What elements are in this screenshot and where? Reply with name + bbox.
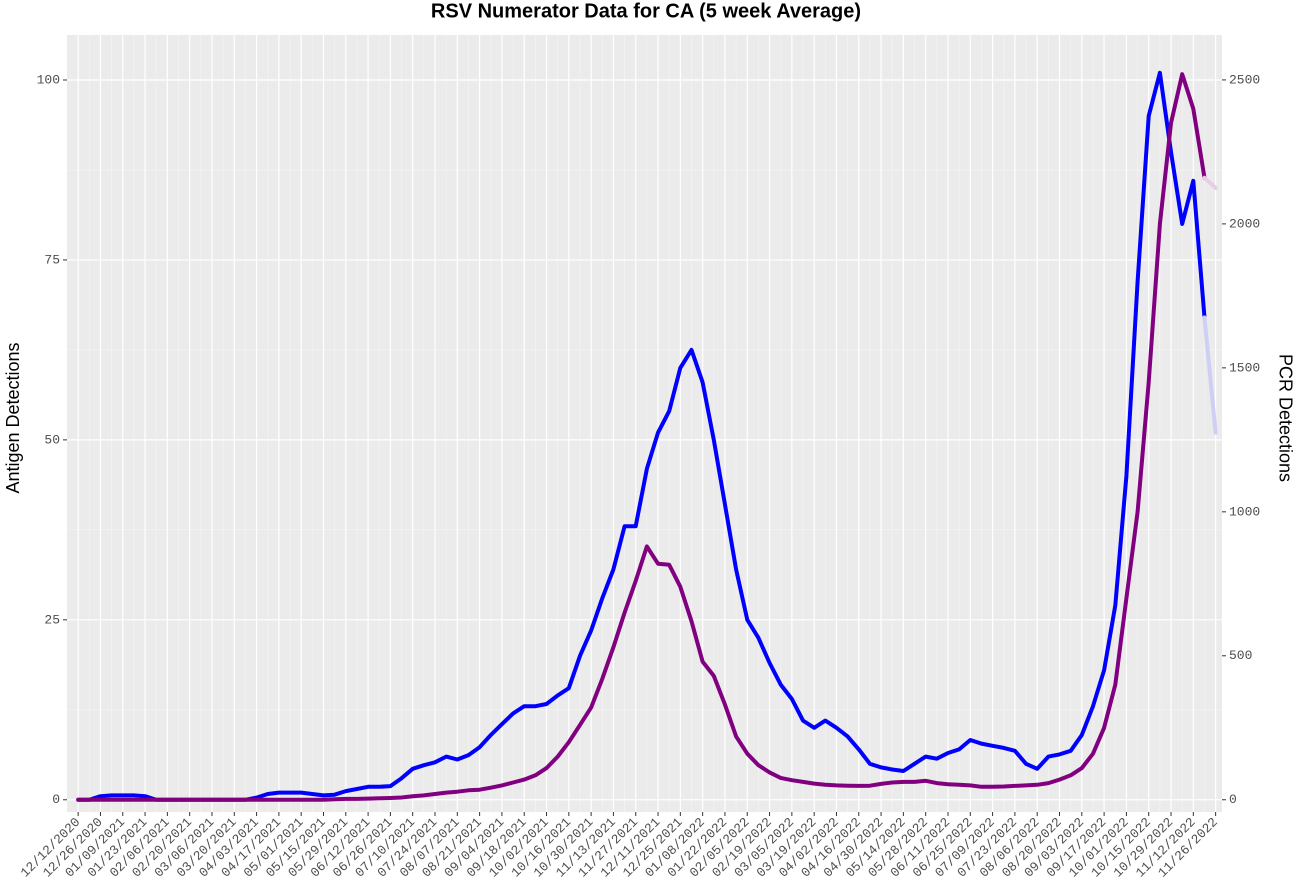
y2-tick-label: 2000 (1229, 216, 1260, 231)
y-axis-title: Antigen Detections (3, 342, 23, 493)
y-tick-label: 0 (52, 792, 60, 807)
data-line (76, 70, 1207, 802)
data-line (1202, 315, 1218, 435)
y-tick-label: 50 (44, 432, 60, 447)
y2-tick-label: 0 (1229, 792, 1237, 807)
data-line (1202, 175, 1218, 190)
y2-axis-title: PCR Detections (1275, 354, 1295, 482)
y2-tick-label: 2500 (1229, 72, 1260, 87)
y-tick-label: 25 (44, 612, 60, 627)
chart-title: RSV Numerator Data for CA (5 week Averag… (431, 0, 861, 22)
y2-tick-label: 1000 (1229, 504, 1260, 519)
y-tick-label: 100 (37, 72, 60, 87)
y2-tick-label: 500 (1229, 648, 1252, 663)
y2-tick-label: 1500 (1229, 360, 1260, 375)
y-tick-label: 75 (44, 252, 60, 267)
data-line (76, 72, 1207, 802)
panel (67, 35, 1222, 812)
